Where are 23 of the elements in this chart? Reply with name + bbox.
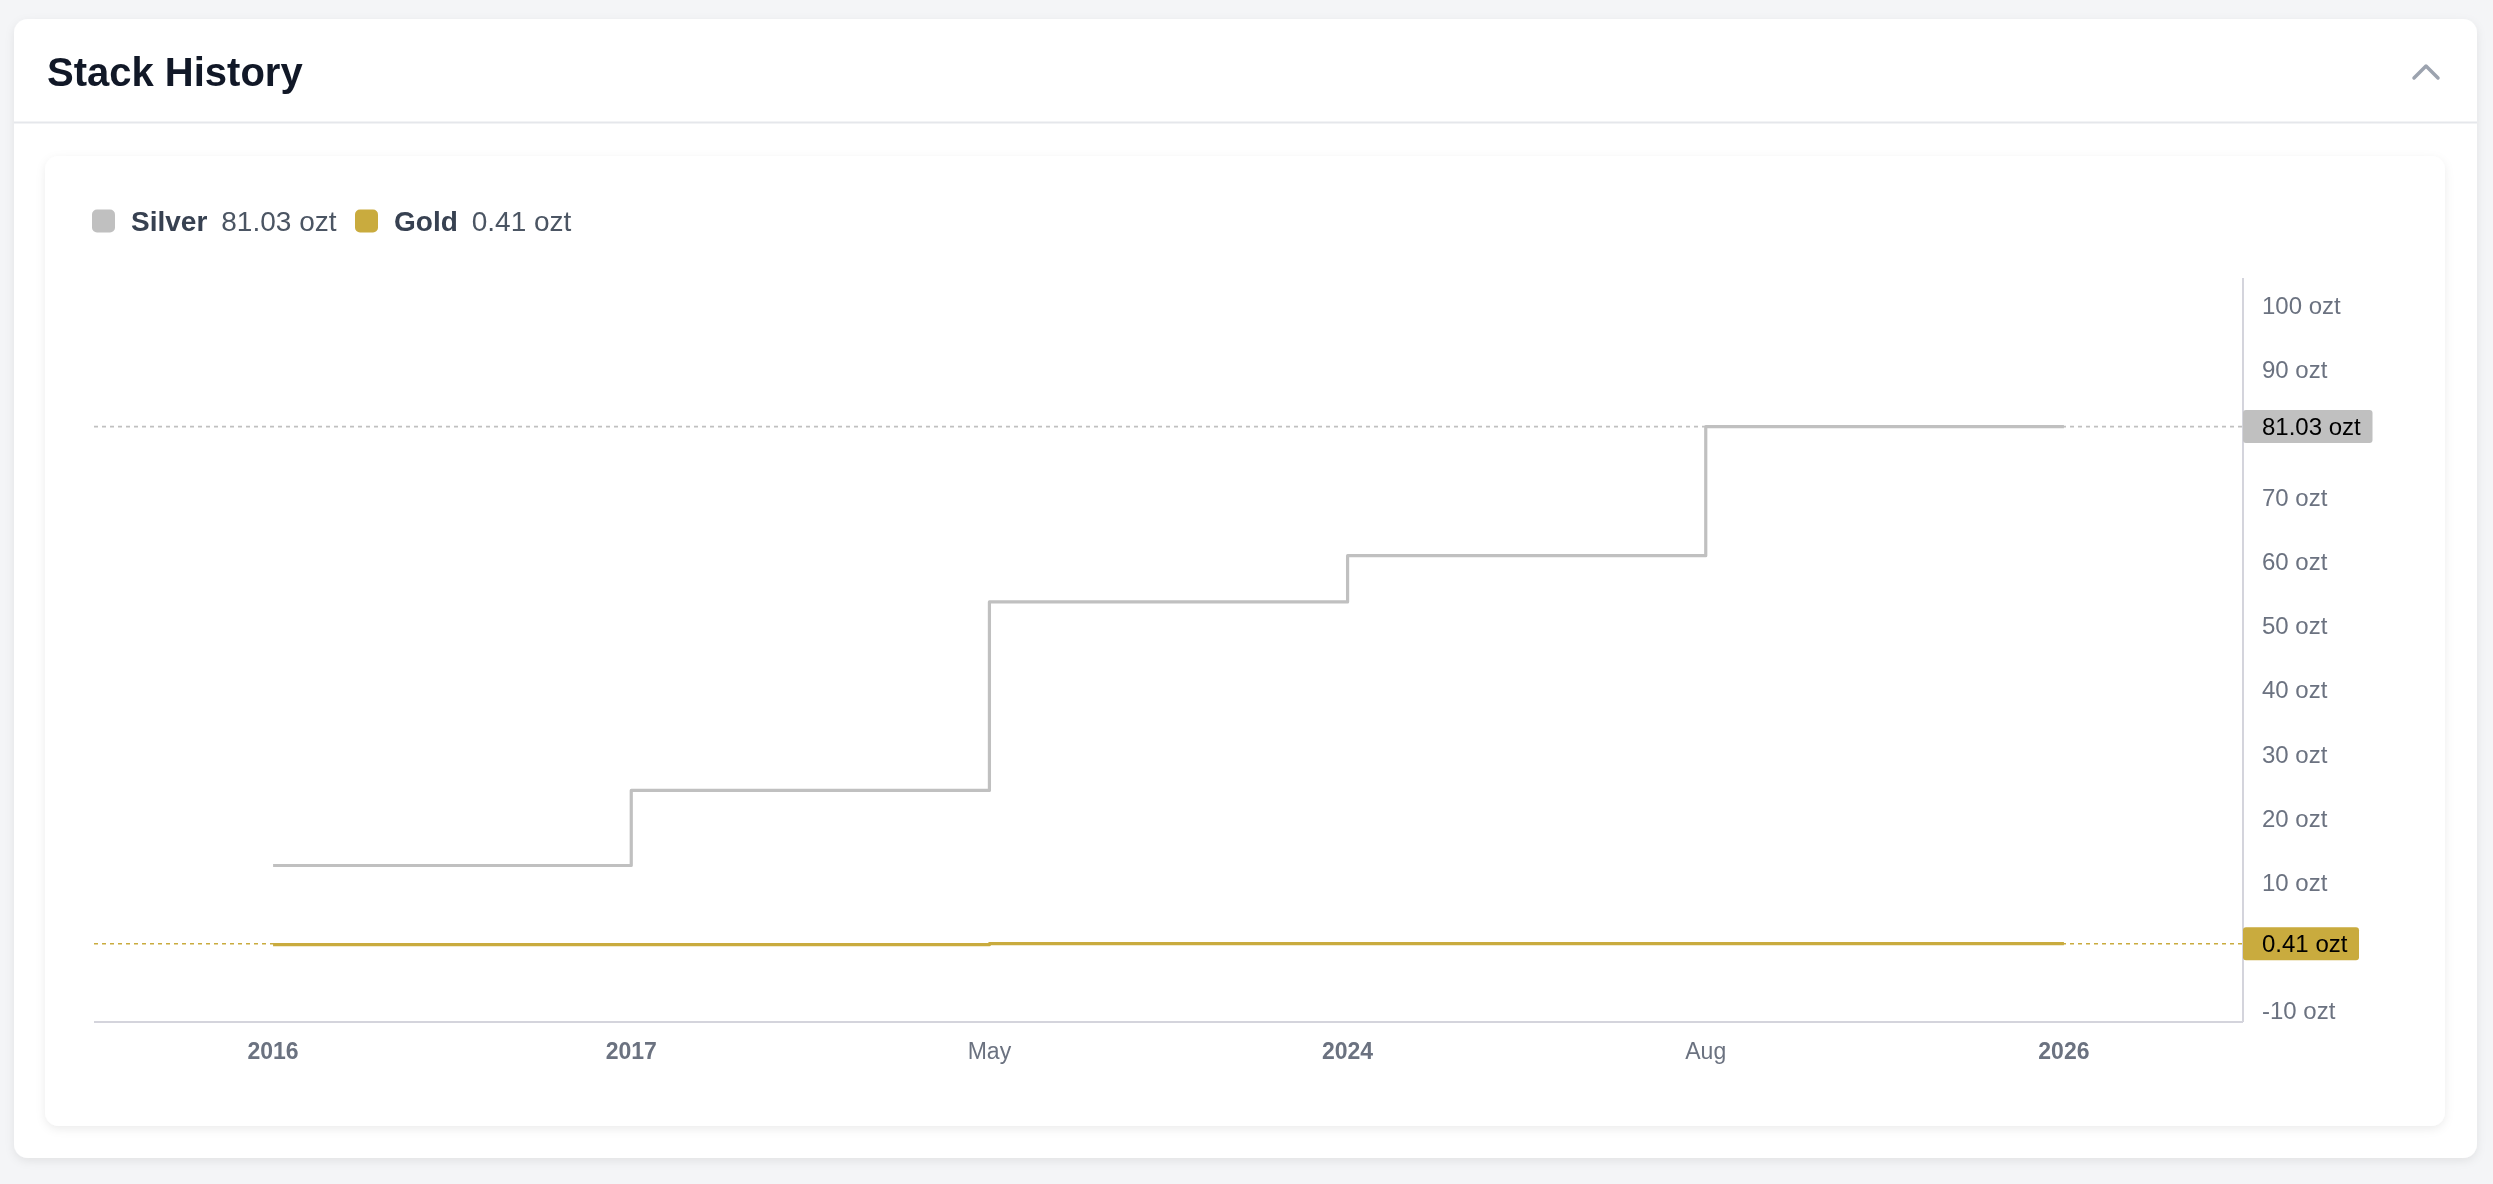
text: 0.41 ozt <box>471 206 572 238</box>
x-tick-label: 2016 <box>247 1038 299 1065</box>
x-tick-label: Aug <box>1685 1038 1727 1065</box>
x-tick-label: 2024 <box>1322 1038 1374 1065</box>
ref-line-label: 81.03 ozt <box>2262 413 2362 441</box>
x-tick-label: May <box>967 1038 1012 1065</box>
ref-line-label: 0.41 ozt <box>2262 930 2348 958</box>
y-tick-label: 30 ozt <box>2262 740 2328 768</box>
chart-title: Stack History <box>47 50 304 94</box>
y-tick-label: 20 ozt <box>2262 804 2328 832</box>
y-tick-label: 50 ozt <box>2262 612 2328 640</box>
y-tick-label: -10 ozt <box>2262 997 2336 1025</box>
y-tick-label: 70 ozt <box>2262 483 2328 511</box>
y-tick-label: 40 ozt <box>2262 676 2328 704</box>
y-tick-label: 10 ozt <box>2262 868 2328 896</box>
x-tick-label: 2017 <box>605 1038 657 1065</box>
legend-label: Gold <box>394 206 458 238</box>
y-tick-label: 60 ozt <box>2262 548 2328 576</box>
y-tick-label: 100 ozt <box>2262 291 2342 319</box>
text: 81.03 ozt <box>221 206 337 238</box>
x-tick-label: 2026 <box>2038 1038 2090 1065</box>
legend-label: Silver <box>131 206 208 238</box>
y-tick-label: 90 ozt <box>2262 355 2328 383</box>
